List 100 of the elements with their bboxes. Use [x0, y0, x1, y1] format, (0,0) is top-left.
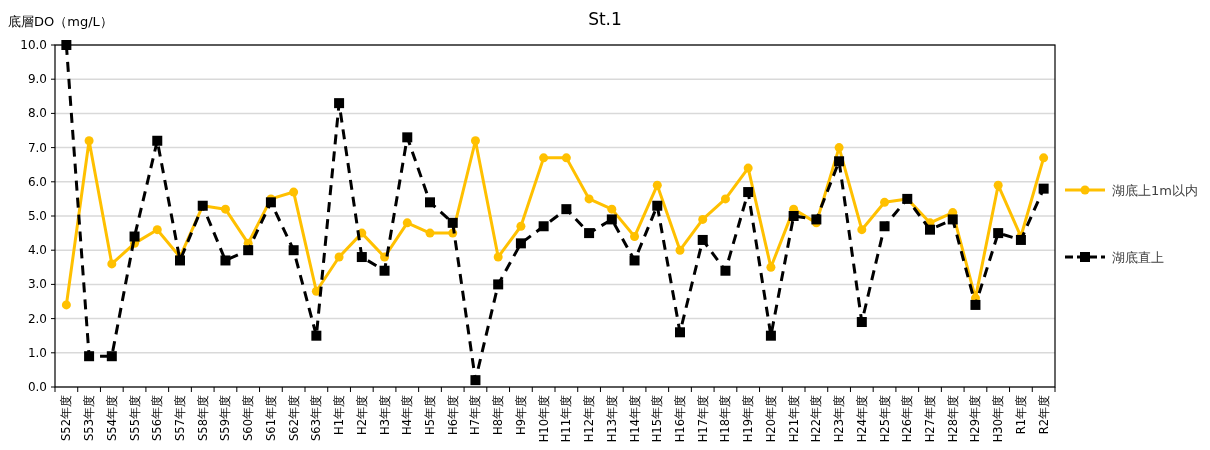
point — [425, 197, 435, 208]
point — [152, 225, 162, 235]
point — [993, 180, 1003, 190]
point — [129, 231, 140, 242]
x-tick-label: H18年度 — [718, 395, 733, 443]
x-tick-label: H22年度 — [809, 395, 824, 443]
point — [107, 259, 117, 269]
point — [630, 232, 640, 242]
point — [493, 279, 504, 290]
point — [879, 221, 890, 232]
point — [720, 265, 731, 276]
y-axis-title: 底層DO（mg/L） — [8, 14, 113, 29]
x-tick-label: H7年度 — [468, 395, 483, 435]
x-tick-label: H24年度 — [854, 395, 869, 443]
x-tick-label: S61年度 — [263, 395, 278, 441]
x-tick-label: H9年度 — [513, 395, 528, 435]
point — [470, 136, 480, 146]
x-tick-label: H20年度 — [763, 395, 778, 443]
point — [288, 245, 299, 256]
point — [811, 214, 822, 225]
point — [402, 132, 413, 143]
y-tick-label: 0.0 — [27, 380, 47, 394]
point — [61, 40, 72, 50]
point — [1039, 153, 1049, 163]
point — [334, 252, 344, 262]
point — [220, 255, 231, 266]
point — [766, 262, 776, 272]
x-tick-label: H23年度 — [832, 395, 847, 443]
y-tick-label: 6.0 — [27, 174, 47, 189]
point — [970, 299, 981, 310]
x-tick-label: H2年度 — [354, 395, 369, 435]
x-tick-label: H13年度 — [604, 395, 619, 443]
point — [447, 217, 458, 228]
point — [493, 252, 503, 262]
point — [720, 194, 730, 204]
point — [1038, 183, 1049, 194]
point — [289, 187, 299, 197]
y-tick-label: 7.0 — [27, 140, 47, 155]
x-tick-label: S52年度 — [59, 395, 74, 441]
point — [539, 153, 549, 163]
x-tick-label: S56年度 — [150, 395, 165, 441]
x-tick-label: H3年度 — [377, 395, 392, 435]
x-tick-label: H17年度 — [695, 395, 710, 443]
point — [675, 327, 685, 338]
point — [356, 252, 367, 263]
point — [993, 228, 1004, 239]
point — [675, 245, 685, 255]
point — [243, 245, 254, 256]
x-tick-label: S55年度 — [127, 395, 142, 441]
x-tick-label: R1年度 — [1013, 395, 1028, 435]
x-tick-label: S59年度 — [218, 395, 233, 441]
y-tick-label: 4.0 — [27, 243, 47, 258]
x-tick-label: S63年度 — [309, 395, 324, 441]
x-tick-label: H10年度 — [536, 395, 551, 443]
y-tick-label: 1.0 — [27, 345, 47, 360]
point — [947, 214, 958, 225]
x-tick-label: H5年度 — [423, 395, 437, 435]
point — [220, 204, 230, 214]
legend-label: 湖底上1m以内 — [1112, 183, 1198, 198]
x-tick-label: S58年度 — [195, 395, 210, 441]
point — [857, 225, 867, 235]
x-tick-label: H11年度 — [559, 395, 574, 443]
point — [743, 187, 754, 198]
point — [856, 317, 867, 328]
y-tick-label: 3.0 — [27, 277, 47, 292]
point — [515, 238, 526, 249]
point — [265, 197, 276, 208]
x-tick-label: H26年度 — [900, 395, 915, 443]
x-tick-label: H6年度 — [445, 395, 460, 435]
point — [84, 136, 94, 146]
point — [84, 351, 95, 362]
point — [834, 156, 845, 167]
chart-title: St.1 — [588, 9, 622, 29]
point — [697, 234, 708, 245]
point — [584, 194, 594, 204]
legend-label: 湖底直上 — [1112, 250, 1164, 265]
point — [606, 214, 617, 225]
y-tick-label: 9.0 — [27, 72, 47, 87]
x-tick-label: H28年度 — [945, 395, 960, 443]
point — [516, 221, 526, 231]
point — [743, 163, 753, 173]
x-tick-label: S62年度 — [286, 395, 301, 441]
x-tick-label: H8年度 — [491, 395, 506, 435]
x-tick-label: H15年度 — [650, 395, 665, 443]
x-tick-label: H29年度 — [968, 395, 983, 443]
point — [538, 221, 549, 232]
point — [425, 228, 435, 238]
y-tick-label: 5.0 — [27, 209, 47, 223]
point — [584, 228, 595, 239]
point — [607, 204, 617, 214]
x-tick-label: H21年度 — [786, 395, 801, 443]
point — [106, 351, 117, 362]
point — [880, 197, 890, 207]
point — [402, 218, 412, 228]
x-tick-label: H12年度 — [582, 395, 597, 443]
point — [61, 300, 71, 310]
x-tick-label: S54年度 — [104, 395, 119, 441]
x-tick-label: H14年度 — [627, 395, 642, 443]
x-tick-label: H16年度 — [673, 395, 687, 443]
x-tick-label: H25年度 — [877, 395, 892, 443]
